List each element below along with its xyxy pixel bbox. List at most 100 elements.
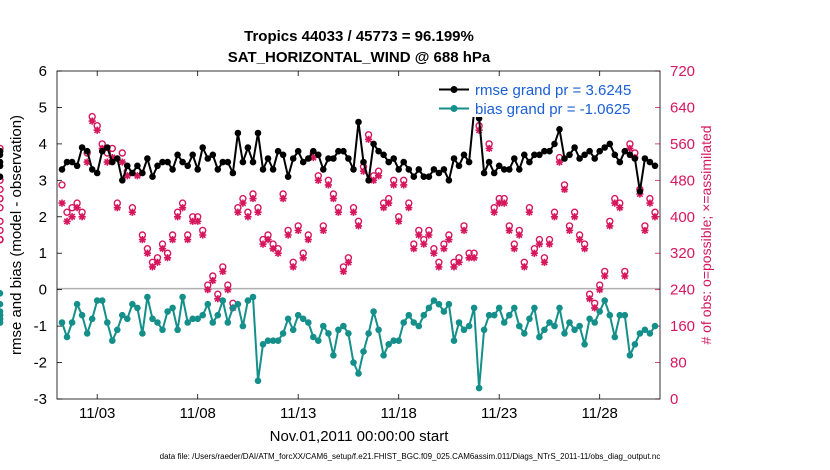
bias-point [134, 304, 141, 312]
rmse-point [571, 144, 578, 151]
rmse-point [274, 147, 282, 155]
rmse-point [294, 147, 302, 155]
rmse-point [68, 158, 76, 166]
bias-point [0, 300, 4, 308]
obs-assimilated-point [324, 181, 332, 189]
obs-assimilated-point [209, 276, 217, 285]
bias-point [430, 297, 438, 304]
rmse-point [350, 166, 357, 173]
obs-assimilated-point [364, 135, 373, 143]
rmse-point [119, 177, 126, 184]
bias-point [355, 370, 362, 377]
rmse-point [305, 155, 312, 162]
bias-point [455, 319, 463, 326]
rmse-point [490, 169, 498, 177]
obs-assimilated-point [535, 240, 543, 248]
y-axis-label: rmse and bias (model - observation) [8, 115, 25, 355]
rmse-point [521, 151, 528, 159]
obs-possible-point [63, 208, 71, 216]
obs-assimilated-point [495, 199, 503, 207]
rmse-point [621, 147, 629, 155]
x-axis-label: Nov.01,2011 00:00:00 start [270, 428, 450, 445]
bias-point [340, 322, 347, 330]
rmse-point [78, 144, 86, 151]
rmse-point [380, 151, 387, 159]
bias-point [139, 330, 146, 337]
obs-assimilated-point [354, 222, 363, 230]
obs-assimilated-point [319, 226, 327, 235]
obs-assimilated-point [138, 235, 147, 244]
x-tick-label: 11/03 [79, 405, 115, 422]
obs-assimilated-point [153, 258, 162, 266]
bias-point [490, 311, 498, 319]
bias-point [410, 319, 418, 326]
obs-assimilated-point [465, 254, 473, 262]
rmse-point [631, 155, 639, 162]
bias-point [480, 326, 488, 334]
rmse-point [495, 162, 503, 170]
bias-point [485, 311, 493, 319]
bias-point [68, 319, 76, 326]
obs-assimilated-point [586, 295, 594, 303]
series-bias [0, 290, 659, 392]
y-right-tick-label: 0 [670, 391, 678, 408]
y-right-tick-label: 240 [670, 282, 695, 299]
bias-point [184, 319, 191, 326]
obs-assimilated-point [244, 213, 252, 221]
bias-point [93, 297, 101, 304]
rmse-point [325, 155, 332, 162]
rmse-point [566, 151, 573, 159]
obs-assimilated-point [596, 286, 604, 294]
obs-assimilated-point [545, 240, 554, 248]
legend-rmse-label: rmse grand pr = 3.6245 [475, 82, 631, 99]
bias-point [189, 315, 196, 323]
obs-assimilated-point [581, 245, 589, 253]
obs-assimilated-point [375, 172, 383, 180]
obs-possible-point [0, 194, 4, 203]
bias-point [506, 311, 513, 319]
bias-point [516, 322, 523, 330]
obs-assimilated-point [626, 144, 634, 153]
obs-assimilated-point [520, 263, 528, 271]
bias-point [475, 384, 483, 392]
bias-point [460, 326, 468, 334]
rmse-point [194, 166, 201, 173]
bias-point [199, 311, 206, 319]
obs-assimilated-point [621, 272, 629, 280]
obs-assimilated-point [420, 240, 428, 248]
obs-assimilated-point [470, 254, 478, 262]
obs-assimilated-point [113, 204, 121, 212]
rmse-point [345, 155, 352, 162]
obs-assimilated-point [445, 235, 453, 244]
bias-point [239, 322, 247, 330]
rmse-point [104, 144, 111, 151]
rmse-point [430, 166, 438, 173]
obs-assimilated-point [405, 204, 413, 212]
bias-point [611, 333, 619, 341]
y-tick-label: -1 [34, 318, 47, 335]
bias-point [626, 352, 634, 359]
obs-assimilated-point [239, 199, 247, 207]
bias-point [435, 300, 443, 308]
obs-assimilated-point [224, 286, 232, 294]
rmse-point [154, 162, 161, 170]
obs-assimilated-point [560, 185, 569, 194]
bias-point [571, 326, 578, 334]
obs-assimilated-point [515, 231, 523, 239]
bias-point [129, 300, 136, 308]
bias-point [420, 311, 428, 319]
bias-point [154, 319, 161, 326]
bias-point [370, 308, 377, 315]
obs-assimilated-point [430, 249, 438, 257]
footnote: data file: /Users/raeder/DAI/ATM_forcXX/… [160, 452, 661, 461]
bias-point [310, 333, 317, 341]
obs-assimilated-point [390, 181, 398, 189]
bias-point [305, 319, 312, 326]
obs-assimilated-point [279, 194, 287, 203]
y-right-tick-label: 160 [670, 318, 695, 335]
rmse-point [586, 147, 593, 155]
obs-assimilated-point [555, 158, 564, 166]
rmse-point [541, 147, 548, 155]
obs-assimilated-point [500, 199, 508, 207]
